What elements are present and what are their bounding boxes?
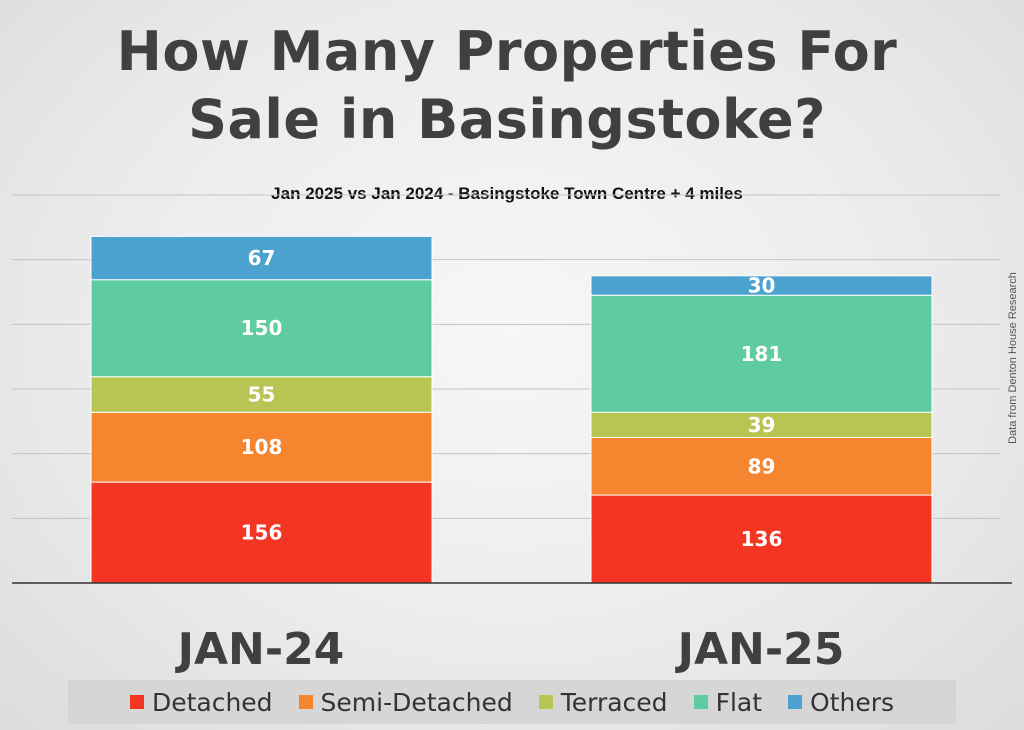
data-label-detached-jan-25: 136 (741, 527, 783, 551)
legend-item-others: Others (788, 688, 894, 717)
chart-title-line-2: Sale in Basingstoke? (188, 88, 826, 151)
legend-swatch-terraced (538, 695, 553, 709)
legend-label-others: Others (810, 687, 895, 717)
bar-segment-terraced-jan-25 (590, 411, 933, 438)
data-label-flat-jan-25: 181 (741, 342, 783, 366)
bar-segment-detached-jan-25 (590, 494, 933, 584)
stacked-bar-chart: 156 108 55 150 67 136 89 39 181 30 (12, 194, 1012, 584)
data-label-others-jan-24: 67 (248, 246, 276, 270)
data-label-semi-detached-jan-25: 89 (748, 454, 776, 478)
chart-title-line-1: How Many Properties For (116, 20, 898, 83)
legend-item-detached: Detached (129, 687, 273, 717)
x-tick-label-jan-24: JAN-24 (177, 624, 345, 675)
legend-label-detached: Detached (151, 687, 273, 717)
bar-segment-others-jan-24 (90, 235, 433, 281)
legend-label-semi-detached: Semi-Detached (320, 687, 513, 717)
legend-item-terraced: Terraced (538, 687, 668, 717)
bar-segment-flat-jan-25 (590, 294, 933, 413)
legend-swatch-flat (693, 695, 708, 709)
legend-swatch-semi-detached (298, 695, 313, 709)
source-note: Data from Denton House Research (1007, 272, 1019, 444)
legend-label-terraced: Terraced (560, 687, 668, 717)
bar-segment-others-jan-25 (590, 275, 933, 296)
chart-subtitle: Jan 2025 vs Jan 2024 - Basingstoke Town … (271, 184, 743, 203)
data-label-others-jan-25: 30 (748, 274, 776, 298)
legend-swatch-detached (129, 695, 144, 709)
data-label-terraced-jan-25: 39 (748, 413, 776, 437)
legend-label-flat: Flat (715, 687, 763, 717)
bar-segment-semi-detached-jan-25 (590, 437, 933, 496)
data-label-semi-detached-jan-24: 108 (241, 435, 283, 459)
legend-item-flat: Flat (693, 687, 763, 717)
legend: Detached Semi-Detached Terraced Flat Others (68, 680, 956, 724)
data-label-flat-jan-24: 150 (241, 316, 283, 340)
legend-swatch-others (788, 695, 803, 709)
data-label-terraced-jan-24: 55 (248, 382, 276, 406)
chart-title: How Many Properties For Sale in Basingst… (0, 18, 1014, 154)
x-tick-label-jan-25: JAN-25 (677, 624, 845, 675)
legend-item-semi-detached: Semi-Detached (298, 687, 513, 717)
data-label-detached-jan-24: 156 (241, 521, 283, 545)
